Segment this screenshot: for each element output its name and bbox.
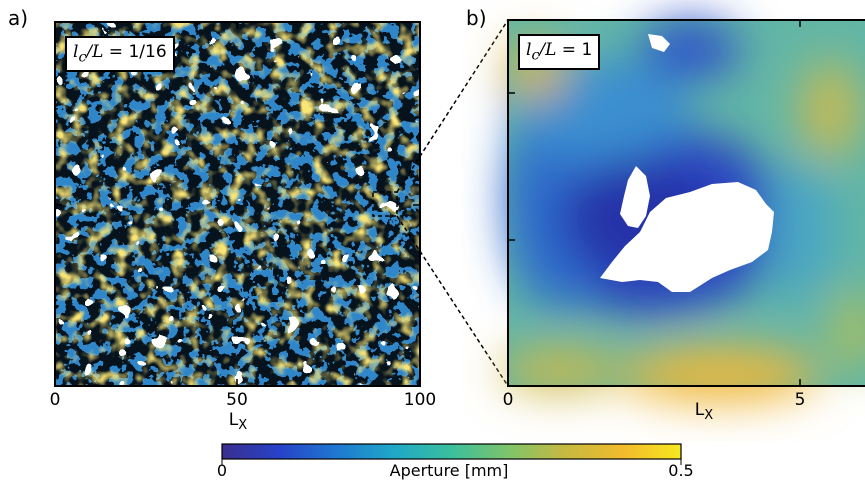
panel-a-image — [55, 22, 420, 386]
zoom-region-box — [372, 191, 398, 217]
colorbar-max-label: 0.5 — [668, 461, 694, 480]
panel-b-frame — [507, 19, 865, 387]
panel-b-image — [500, 20, 865, 403]
colorbar-title: Aperture [mm] — [389, 461, 509, 480]
panel-b-xtick-0: 0 — [502, 390, 514, 410]
colorbar-min-label: 0 — [216, 461, 228, 480]
void-large — [600, 182, 774, 292]
panel-b-xlabel: LX — [694, 400, 714, 423]
panel-b-xtick-1: 5 — [794, 390, 806, 410]
colorbar — [221, 443, 682, 460]
zoom-connector-top — [396, 19, 509, 193]
panel-b-label: b) — [466, 6, 487, 30]
panel-a-xlabel: LX — [228, 410, 248, 433]
panel-a-ticks — [54, 22, 421, 386]
panel-a-label: a) — [8, 6, 29, 30]
panel-b-ticks — [507, 20, 801, 386]
zoom-connector-bottom — [396, 215, 509, 387]
panel-a-xtick-0: 0 — [49, 390, 61, 410]
panel-a-annotation: lc/L = 1/16 — [65, 36, 175, 73]
panel-b-annotation: lc/L = 1 — [518, 34, 601, 71]
void-top — [648, 34, 670, 52]
void-small-left — [620, 166, 650, 228]
panel-a-xtick-1: 50 — [226, 390, 248, 410]
panel-a-xtick-2: 100 — [403, 390, 437, 410]
